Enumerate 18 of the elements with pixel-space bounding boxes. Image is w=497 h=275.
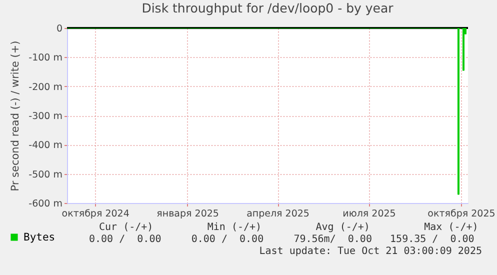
- y-tick-label: -200 m: [28, 82, 62, 93]
- y-tick-label: -400 m: [28, 140, 62, 152]
- x-tick-label: апреля 2025: [246, 208, 310, 220]
- x-tick-label: января 2025: [156, 208, 219, 220]
- y-tick-label: -100 m: [28, 52, 62, 64]
- text: 0.00 / 0.00 0.00 / 0.00 79.56m/ 0.00 159.35 / 0.00: [89, 234, 474, 245]
- y-axis-title: Pr second read (-) / write (+): [10, 40, 22, 192]
- x-tick-label: октября 2025: [428, 208, 496, 220]
- text: Cur (-/+) Min (-/+) Avg (-/+) Max (-/+): [99, 222, 478, 233]
- y-tick-label: 0: [56, 24, 62, 34]
- text: Last update: Tue Oct 21 03:00:09 2025: [259, 246, 482, 257]
- y-tick-label: -500 m: [28, 169, 62, 180]
- chart-title: Disk throughput for /dev/loop0 - by year: [142, 0, 394, 16]
- y-tick-label: -600 m: [28, 198, 62, 210]
- legend-label: Bytes: [24, 231, 56, 244]
- x-tick-label: июля 2025: [342, 208, 396, 220]
- x-tick-label: октября 2024: [62, 208, 130, 220]
- y-tick-label: -300 m: [28, 111, 62, 122]
